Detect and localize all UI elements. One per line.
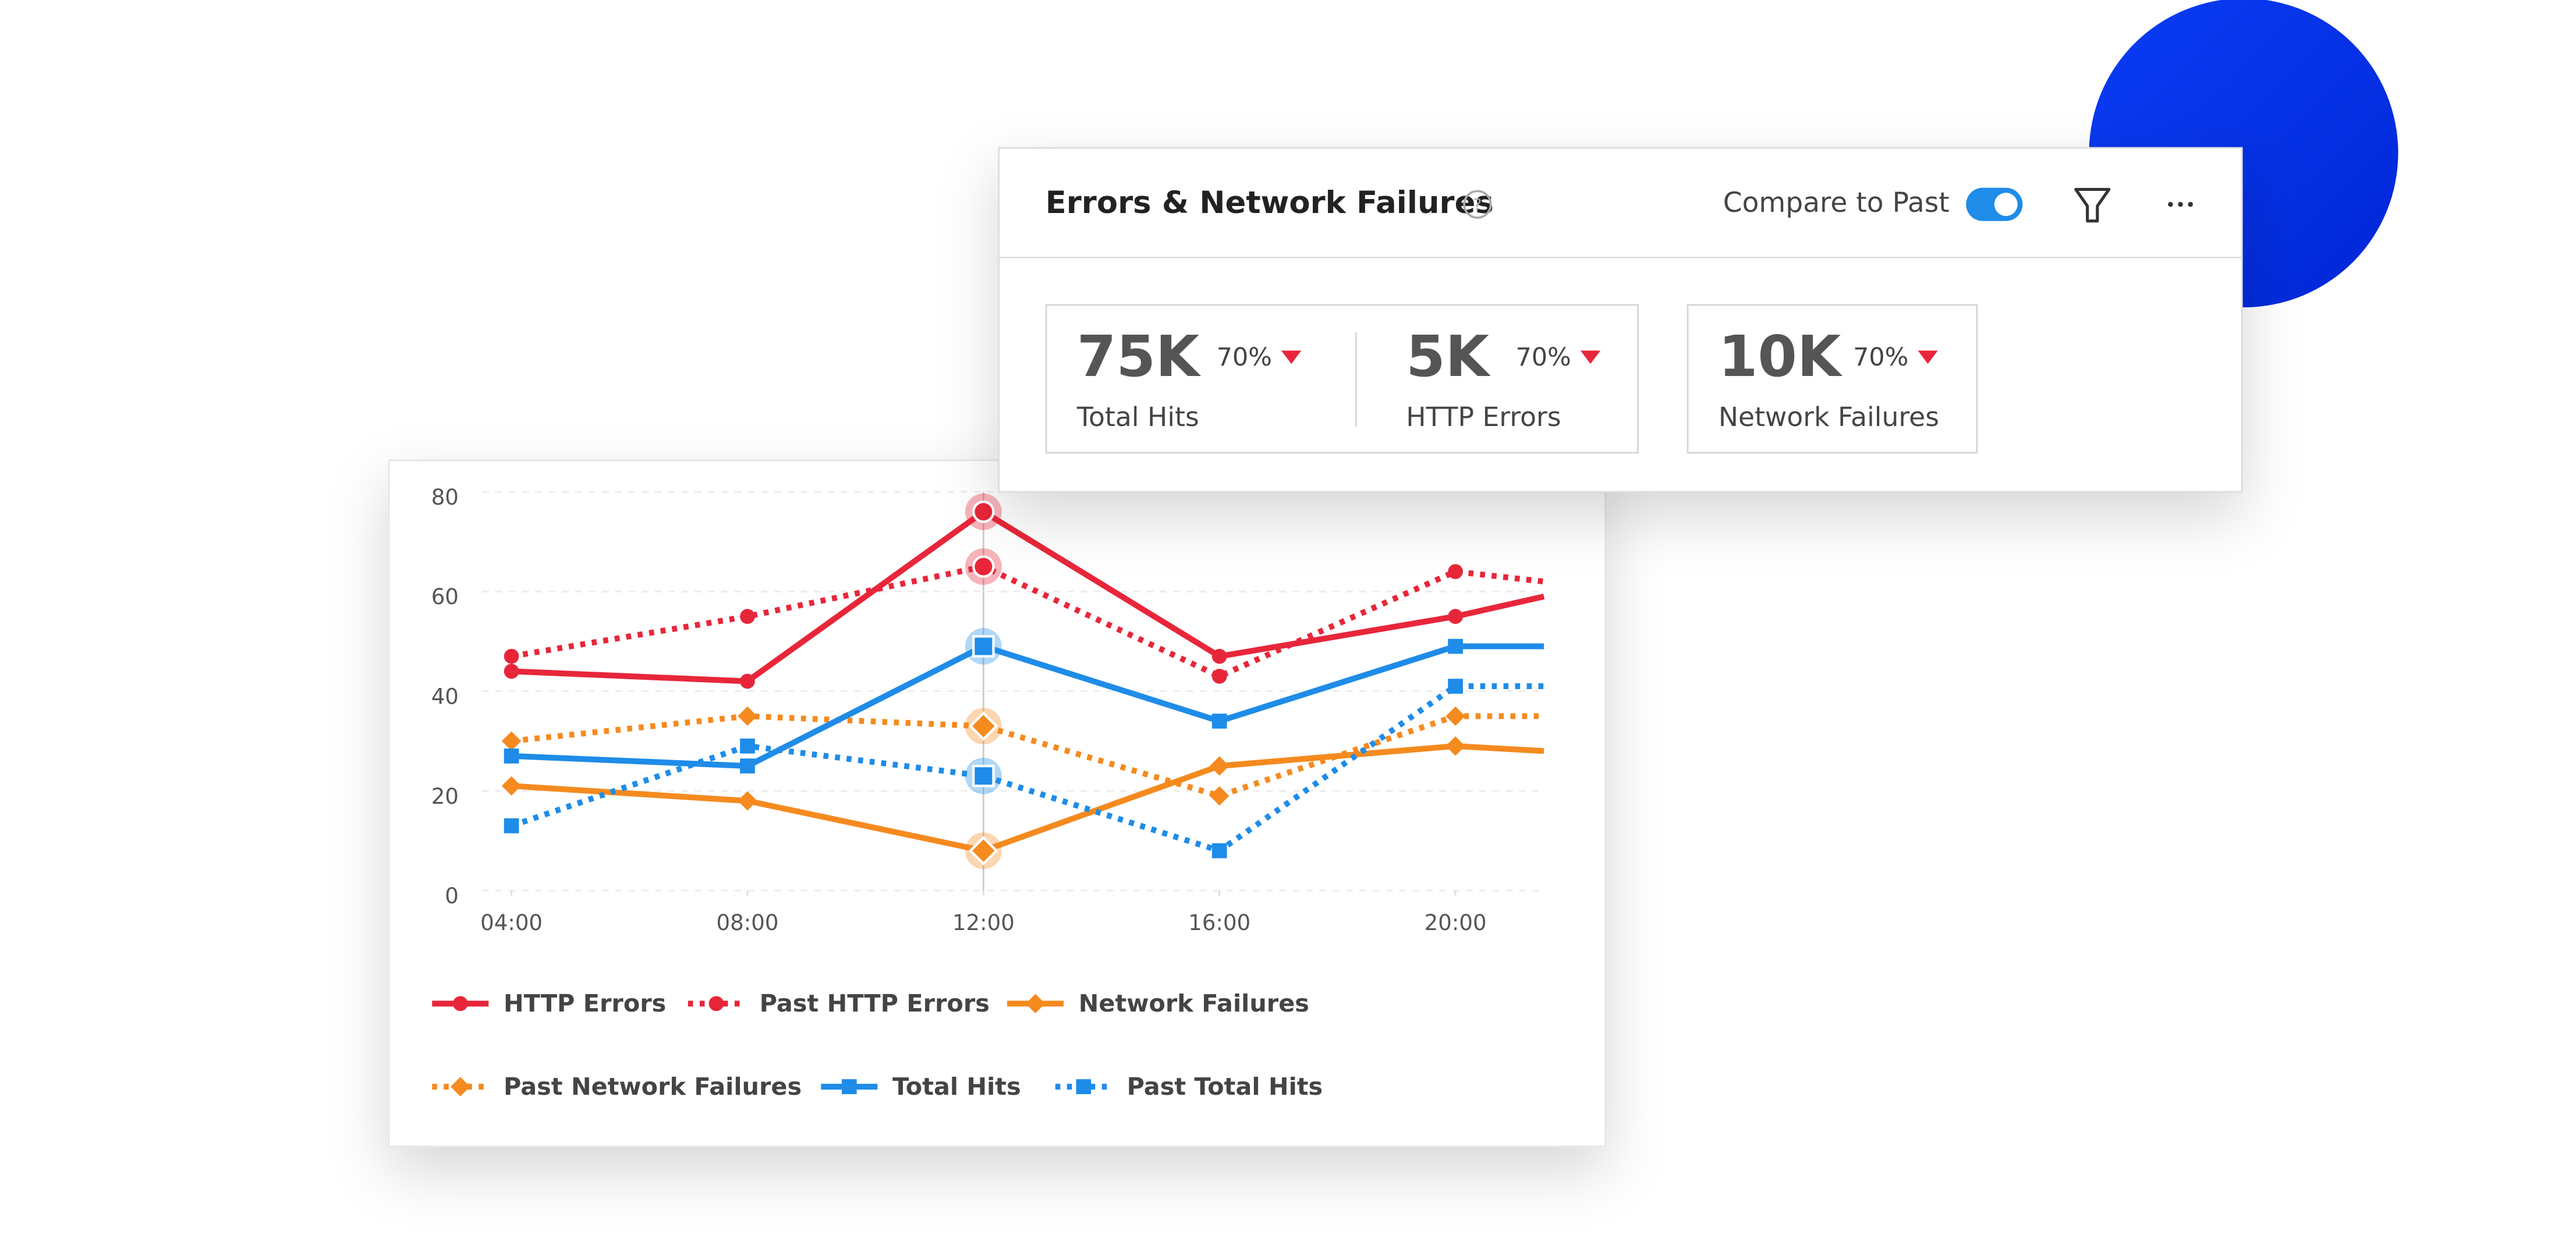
kpi-down-arrow <box>1281 350 1302 364</box>
more-icon[interactable] <box>2168 201 2193 207</box>
kpi-label: Network Failures <box>1718 402 1939 432</box>
help-icon[interactable] <box>1463 190 1492 219</box>
kpi-down-arrow <box>1580 350 1601 364</box>
marker <box>740 738 755 754</box>
marker <box>1445 706 1465 726</box>
marker <box>972 501 995 523</box>
card-title: Errors & Network Failures <box>1046 185 1494 221</box>
marker <box>1211 648 1227 664</box>
toggle-knob <box>1994 193 2018 217</box>
series-line <box>511 713 1544 799</box>
marker <box>504 818 519 833</box>
series-line <box>511 643 1544 769</box>
legend-label: HTTP Errors <box>504 989 666 1017</box>
marker <box>1448 609 1463 624</box>
marker <box>452 996 468 1012</box>
marker <box>969 836 998 865</box>
marker <box>972 635 995 658</box>
marker <box>740 673 755 689</box>
header-card <box>998 147 2243 493</box>
y-tick-label: 60 <box>431 584 459 609</box>
y-tick-label: 40 <box>431 684 459 709</box>
chart-card <box>388 459 1607 1148</box>
kpi-card <box>1045 304 1639 454</box>
marker <box>841 1079 857 1094</box>
y-tick-label: 20 <box>431 784 459 809</box>
y-tick-label: 0 <box>445 883 459 909</box>
legend-label: Network Failures <box>1079 989 1309 1017</box>
marker <box>708 996 724 1012</box>
series-line <box>511 743 1544 854</box>
marker <box>504 648 519 664</box>
kpi-down-arrow <box>1918 350 1938 364</box>
kpis: 75K 70% Total Hits 5K 70% HTTP Errors 10K 70% Ne… <box>1076 324 1939 432</box>
legend-label: Past Total Hits <box>1127 1073 1323 1101</box>
x-tick-label: 16:00 <box>1188 910 1250 935</box>
kpi-change: 70% <box>1853 343 1908 372</box>
series-line <box>511 563 1544 680</box>
help-glyph: ? <box>1473 196 1482 215</box>
kpi-label: Total Hits <box>1076 402 1199 432</box>
kpi-value: 5K <box>1406 324 1491 389</box>
marker <box>740 609 755 624</box>
x-tick-label: 20:00 <box>1425 910 1487 935</box>
kpi-value: 75K <box>1077 324 1202 389</box>
legend-label: Total Hits <box>892 1073 1021 1101</box>
marker <box>1211 843 1227 858</box>
marker <box>1448 679 1463 694</box>
legend-label: Past Network Failures <box>504 1073 802 1101</box>
kpi-value: 10K <box>1718 324 1843 389</box>
x-tick-label: 12:00 <box>952 910 1015 935</box>
marker <box>972 764 995 787</box>
marker <box>969 711 998 741</box>
marker <box>1448 564 1463 579</box>
plot: 0 20 40 60 80 04:00 08:00 12:00 16:00 20:00 HTTP E… <box>431 485 1545 1101</box>
marker <box>504 663 519 679</box>
marker <box>1025 993 1046 1014</box>
filter-icon[interactable] <box>2074 187 2111 223</box>
marker <box>1211 669 1227 684</box>
x-tick-label: 04:00 <box>480 910 543 935</box>
x-tick-label: 08:00 <box>716 910 778 935</box>
kpi-card <box>1686 304 1978 454</box>
marker <box>972 555 995 578</box>
series-line <box>511 508 1545 684</box>
kpi-change: 70% <box>1516 343 1571 372</box>
marker <box>1076 1079 1092 1094</box>
compare-label: Compare to Past <box>1723 187 1950 219</box>
marker <box>1211 714 1227 729</box>
y-tick-label: 80 <box>431 485 459 510</box>
marker <box>740 758 755 773</box>
kpi-change: 70% <box>1217 343 1272 372</box>
series-line <box>510 683 1544 854</box>
kpi-label: HTTP Errors <box>1406 402 1561 432</box>
marker <box>1448 638 1463 654</box>
legend-label: Past HTTP Errors <box>760 989 990 1017</box>
marker <box>504 748 519 764</box>
